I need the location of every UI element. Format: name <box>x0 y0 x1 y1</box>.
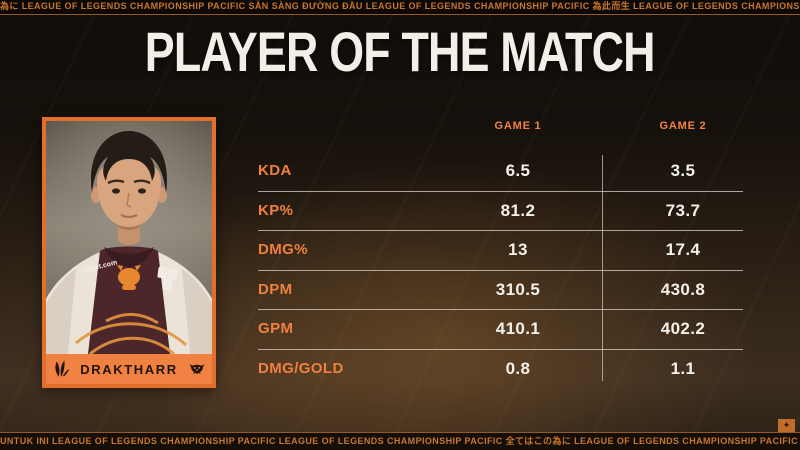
column-header-game2: GAME 2 <box>659 120 707 132</box>
table-row-dmg: DMG% 13 17.4 <box>258 231 743 271</box>
stat-value-game1: 6.5 <box>505 161 531 180</box>
gam-esports-logo <box>187 359 207 379</box>
stat-value-game1: 410.1 <box>495 319 541 339</box>
bottom-ticker: UNTUK INI LEAGUE OF LEGENDS CHAMPIONSHIP… <box>0 432 800 450</box>
player-card: vietjet.com <box>42 117 216 388</box>
top-ticker-text: 為に LEAGUE OF LEGENDS CHAMPIONSHIP PACIFI… <box>0 1 800 11</box>
player-photo: vietjet.com <box>46 121 212 354</box>
stat-value-game2: 402.2 <box>660 319 706 339</box>
title-bar: PLAYER OF THE MATCH <box>0 24 800 80</box>
bottom-ticker-text: UNTUK INI LEAGUE OF LEGENDS CHAMPIONSHIP… <box>0 436 800 446</box>
table-row-kda: KDA 6.5 3.5 <box>258 152 743 192</box>
table-row-gpm: GPM 410.1 402.2 <box>258 310 743 350</box>
stat-value-game1: 0.8 <box>505 358 531 378</box>
stats-rows: KDA 6.5 3.5 KP% 81.2 73.7 DMG% 13 17.4 D… <box>258 152 743 389</box>
stats-table: GAME 1 GAME 2 KDA 6.5 3.5 KP% 81.2 73.7 … <box>258 112 743 390</box>
stat-label: KP% <box>258 201 294 219</box>
page-title: PLAYER OF THE MATCH <box>145 20 656 83</box>
stat-label: DPM <box>258 280 293 298</box>
player-portrait-graphic: vietjet.com <box>46 121 212 354</box>
column-divider <box>602 155 603 381</box>
stat-value-game2: 3.5 <box>670 161 696 180</box>
stat-value-game2: 17.4 <box>665 240 701 260</box>
top-ticker: 為に LEAGUE OF LEGENDS CHAMPIONSHIP PACIFI… <box>0 0 800 15</box>
table-row-dmggold: DMG/GOLD 0.8 1.1 <box>258 350 743 389</box>
stats-header: GAME 1 GAME 2 <box>258 120 743 134</box>
stat-label: DMG/GOLD <box>258 359 344 377</box>
corner-ornament-icon: ✦ <box>778 419 795 432</box>
table-row-kp: KP% 81.2 73.7 <box>258 192 743 232</box>
stat-value-game2: 73.7 <box>665 200 701 220</box>
stat-value-game2: 1.1 <box>670 358 696 378</box>
player-name: DRAKTHARR <box>80 361 178 377</box>
player-nameplate: DRAKTHARR <box>46 354 212 384</box>
stat-value-game2: 430.8 <box>660 279 706 299</box>
stat-value-game1: 81.2 <box>500 200 536 220</box>
table-row-dpm: DPM 310.5 430.8 <box>258 271 743 311</box>
stat-value-game1: 310.5 <box>495 279 541 299</box>
column-header-game1: GAME 1 <box>494 120 542 132</box>
stat-label: KDA <box>258 162 292 179</box>
ornament-glyph: ✦ <box>782 420 791 430</box>
stat-label: GPM <box>258 320 294 338</box>
stat-value-game1: 13 <box>508 240 528 260</box>
jungle-role-icon <box>51 359 71 379</box>
stat-label: DMG% <box>258 241 308 259</box>
